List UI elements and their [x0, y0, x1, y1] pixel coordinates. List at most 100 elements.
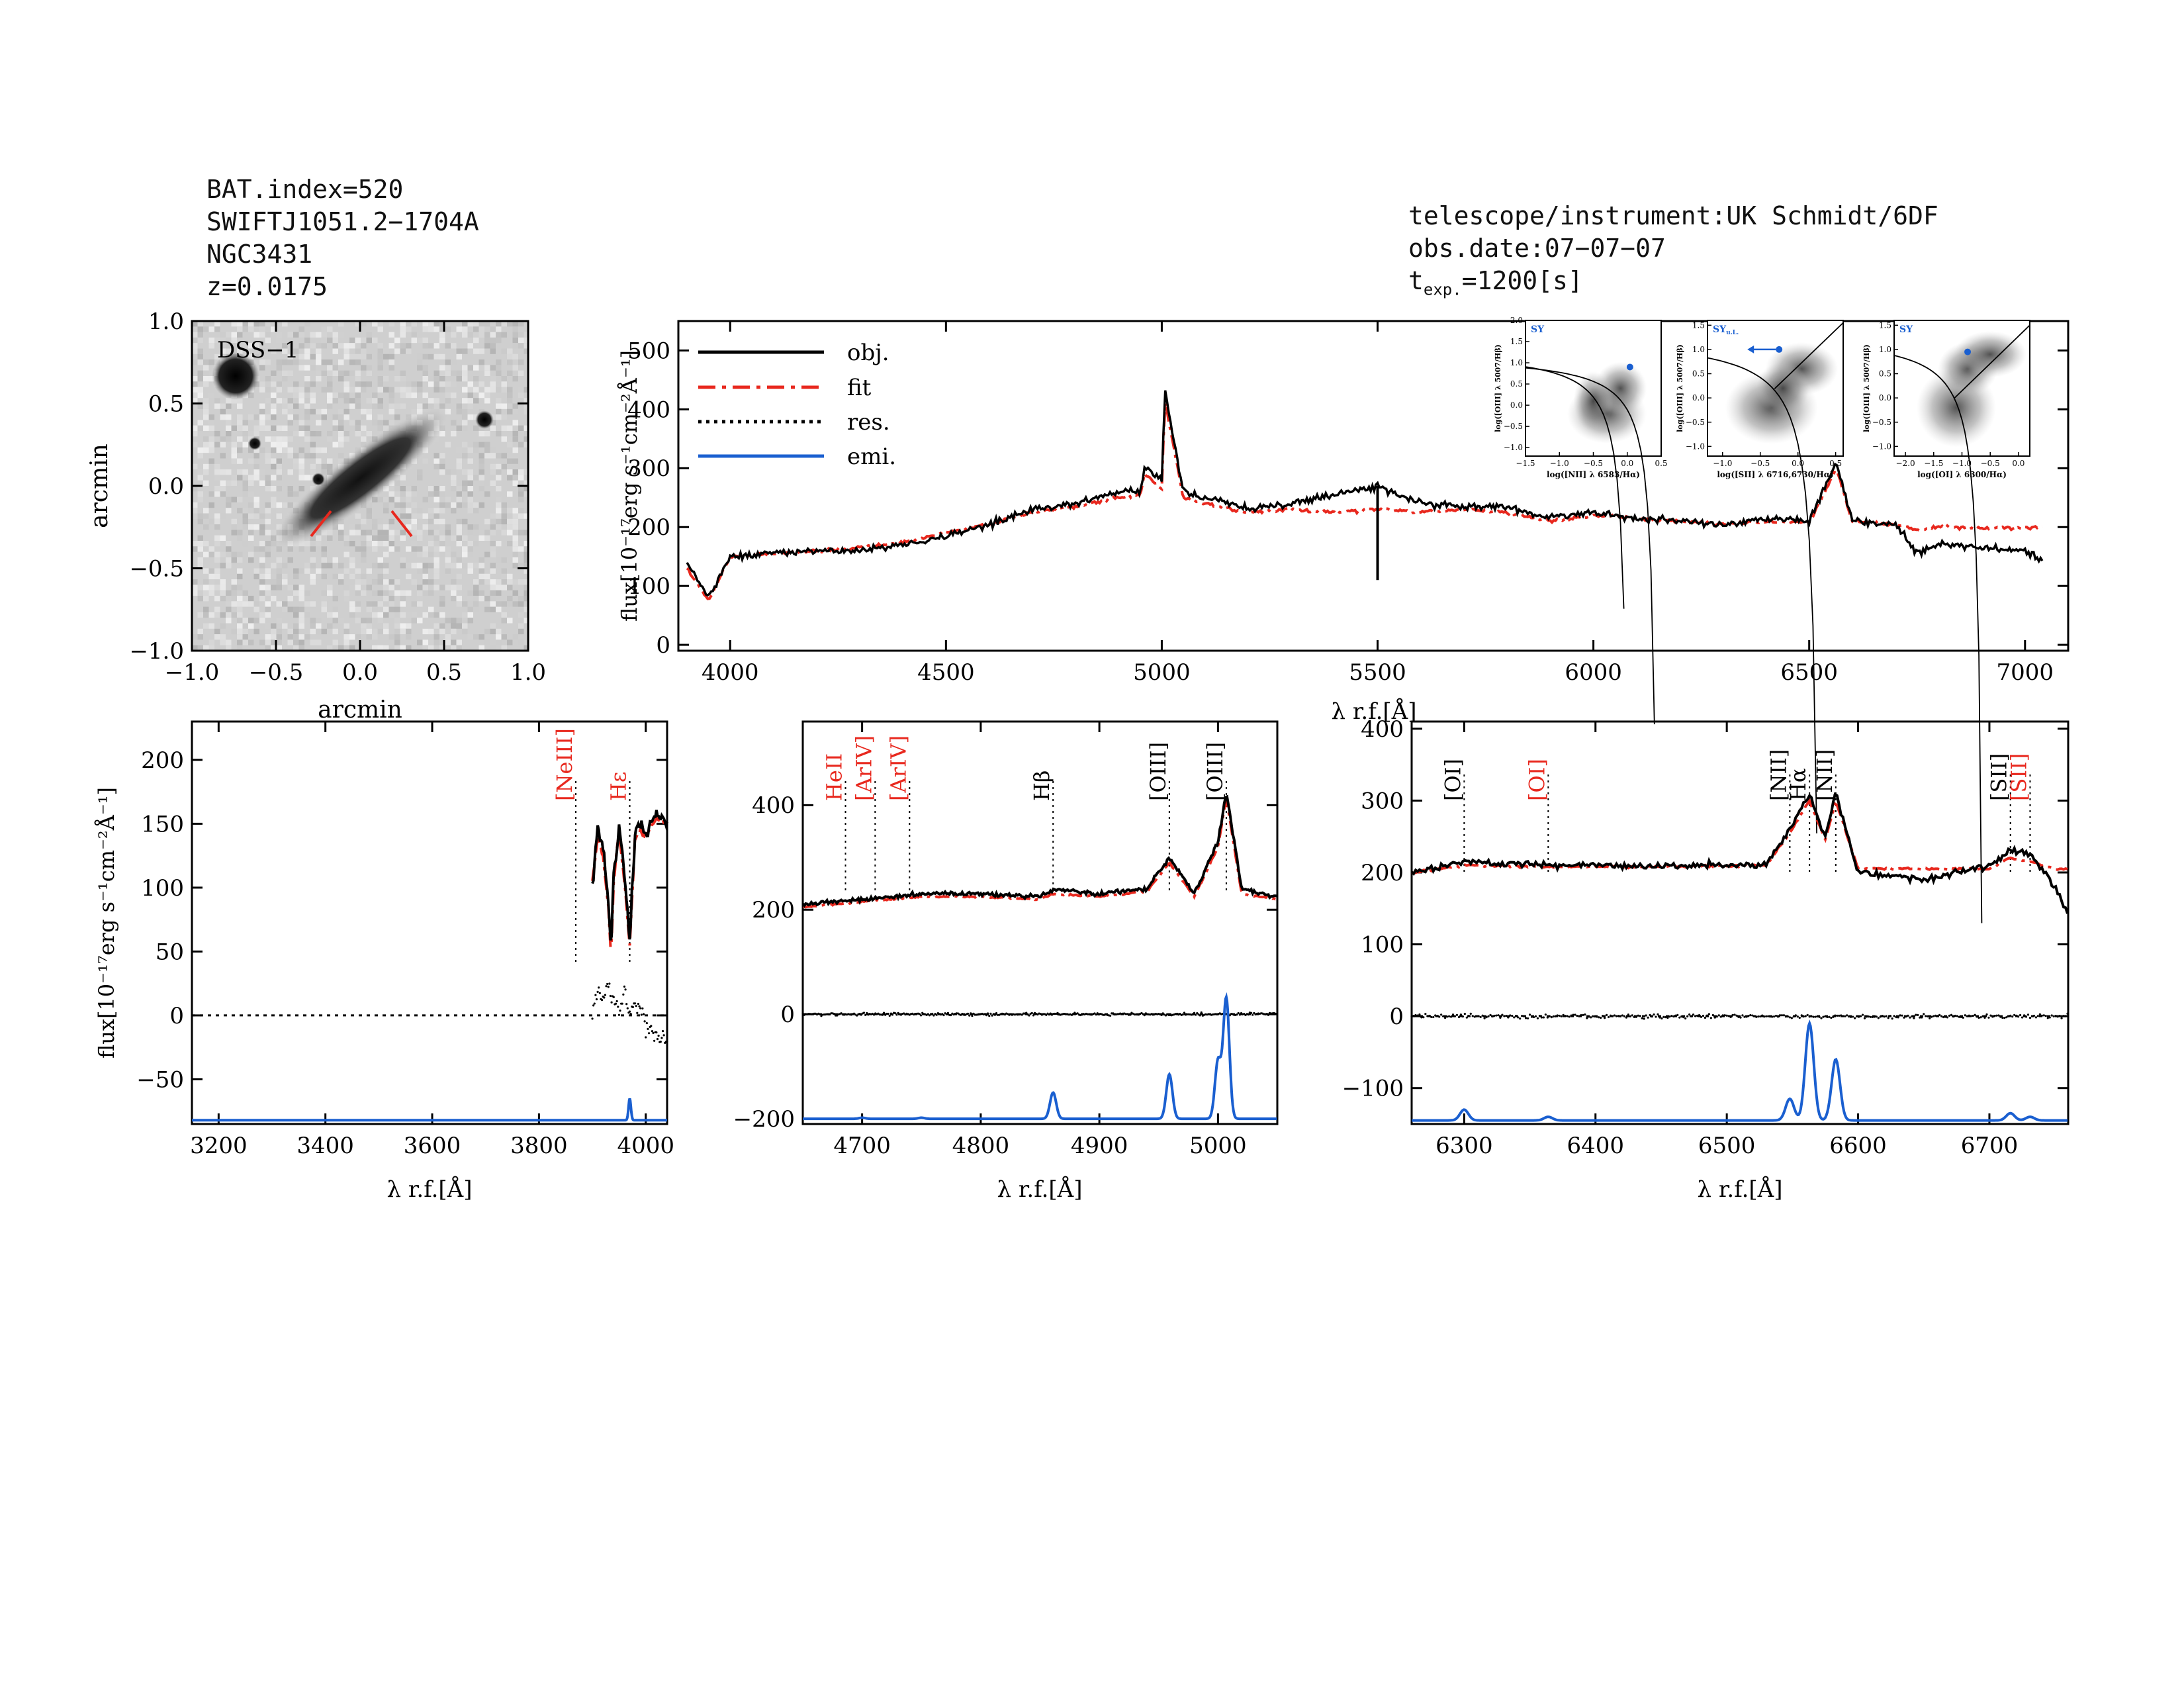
noise-pixel — [248, 639, 254, 645]
noise-pixel — [214, 398, 220, 404]
noise-pixel — [428, 353, 434, 360]
noise-pixel — [411, 408, 417, 415]
noise-pixel — [349, 573, 355, 580]
inset-curve — [1893, 355, 1983, 923]
line-label: [OI] — [1524, 759, 1549, 801]
noise-pixel — [203, 568, 209, 574]
noise-pixel — [422, 628, 428, 635]
noise-pixel — [226, 398, 232, 404]
noise-pixel — [433, 568, 439, 574]
residual-point — [1743, 1015, 1746, 1018]
residual-point — [2013, 1013, 2016, 1016]
residual-point — [1497, 1014, 1500, 1017]
residual-point — [1267, 1013, 1269, 1016]
noise-pixel — [512, 365, 518, 371]
inset-y-tick: 1.0 — [1692, 345, 1705, 354]
noise-pixel — [293, 359, 299, 365]
noise-pixel — [523, 568, 528, 574]
noise-pixel — [433, 376, 439, 382]
noise-pixel — [259, 596, 265, 602]
noise-pixel — [366, 623, 372, 629]
noise-pixel — [394, 508, 400, 514]
noise-pixel — [282, 563, 288, 569]
noise-pixel — [321, 469, 327, 475]
inset-y-tick: −0.5 — [1686, 418, 1705, 427]
noise-pixel — [298, 634, 304, 640]
noise-pixel — [242, 639, 248, 645]
noise-pixel — [377, 425, 383, 431]
residual-point — [1784, 1015, 1788, 1018]
noise-pixel — [226, 480, 232, 486]
noise-pixel — [259, 573, 265, 580]
noise-pixel — [361, 387, 367, 393]
noise-pixel — [327, 392, 333, 399]
inset-y-tick: 0.5 — [1692, 369, 1705, 379]
noise-pixel — [411, 618, 417, 624]
residual-point — [1657, 1013, 1659, 1015]
noise-pixel — [253, 353, 259, 360]
noise-pixel — [304, 541, 310, 547]
residual-point — [1532, 1015, 1535, 1019]
y-tick-label: 500 — [627, 338, 670, 364]
inset-density — [1573, 371, 1614, 431]
noise-pixel — [462, 601, 468, 607]
noise-pixel — [377, 414, 383, 420]
noise-pixel — [304, 321, 310, 327]
noise-pixel — [523, 486, 528, 492]
noise-pixel — [282, 557, 288, 563]
residual-point — [1901, 1014, 1903, 1017]
noise-pixel — [343, 596, 349, 602]
residual-point — [1891, 1017, 1893, 1020]
noise-pixel — [214, 442, 220, 447]
noise-pixel — [343, 353, 349, 360]
noise-pixel — [282, 573, 288, 580]
noise-pixel — [473, 530, 479, 536]
noise-pixel — [501, 403, 507, 409]
residual-point — [647, 1032, 651, 1035]
noise-pixel — [518, 321, 524, 327]
noise-pixel — [259, 579, 265, 585]
noise-pixel — [518, 370, 524, 376]
noise-pixel — [512, 458, 518, 464]
noise-pixel — [496, 541, 502, 547]
noise-pixel — [276, 425, 282, 431]
noise-pixel — [197, 628, 203, 635]
noise-pixel — [231, 469, 237, 475]
noise-pixel — [237, 436, 243, 442]
inset-y-tick: 1.5 — [1692, 320, 1705, 330]
y-tick-label: 200 — [1361, 860, 1404, 886]
residual-point — [2030, 1015, 2034, 1017]
noise-pixel — [507, 579, 513, 585]
noise-pixel — [282, 579, 288, 585]
noise-pixel — [304, 343, 310, 349]
noise-pixel — [512, 601, 518, 607]
noise-pixel — [231, 596, 237, 602]
noise-pixel — [422, 458, 428, 464]
noise-pixel — [456, 343, 462, 349]
noise-pixel — [383, 508, 389, 514]
y-tick-label: 0.5 — [148, 391, 184, 417]
noise-pixel — [406, 563, 412, 569]
residual-point — [1812, 1015, 1815, 1018]
y-tick-label: 200 — [627, 514, 670, 541]
noise-pixel — [366, 535, 372, 541]
noise-pixel — [253, 332, 259, 338]
residual-point — [1842, 1015, 1844, 1017]
residual-point — [1655, 1015, 1657, 1018]
noise-pixel — [214, 353, 220, 360]
noise-pixel — [192, 442, 198, 447]
noise-pixel — [203, 480, 209, 486]
noise-pixel — [422, 590, 428, 596]
noise-pixel — [282, 321, 288, 327]
noise-pixel — [377, 573, 383, 580]
residual-point — [1707, 1013, 1710, 1015]
noise-pixel — [484, 480, 490, 486]
noise-pixel — [343, 431, 349, 437]
noise-pixel — [276, 337, 282, 344]
noise-pixel — [456, 370, 462, 376]
noise-pixel — [253, 447, 259, 453]
noise-pixel — [197, 612, 203, 618]
line-label: Hα — [1786, 768, 1811, 801]
noise-pixel — [439, 376, 445, 382]
noise-pixel — [282, 442, 288, 447]
